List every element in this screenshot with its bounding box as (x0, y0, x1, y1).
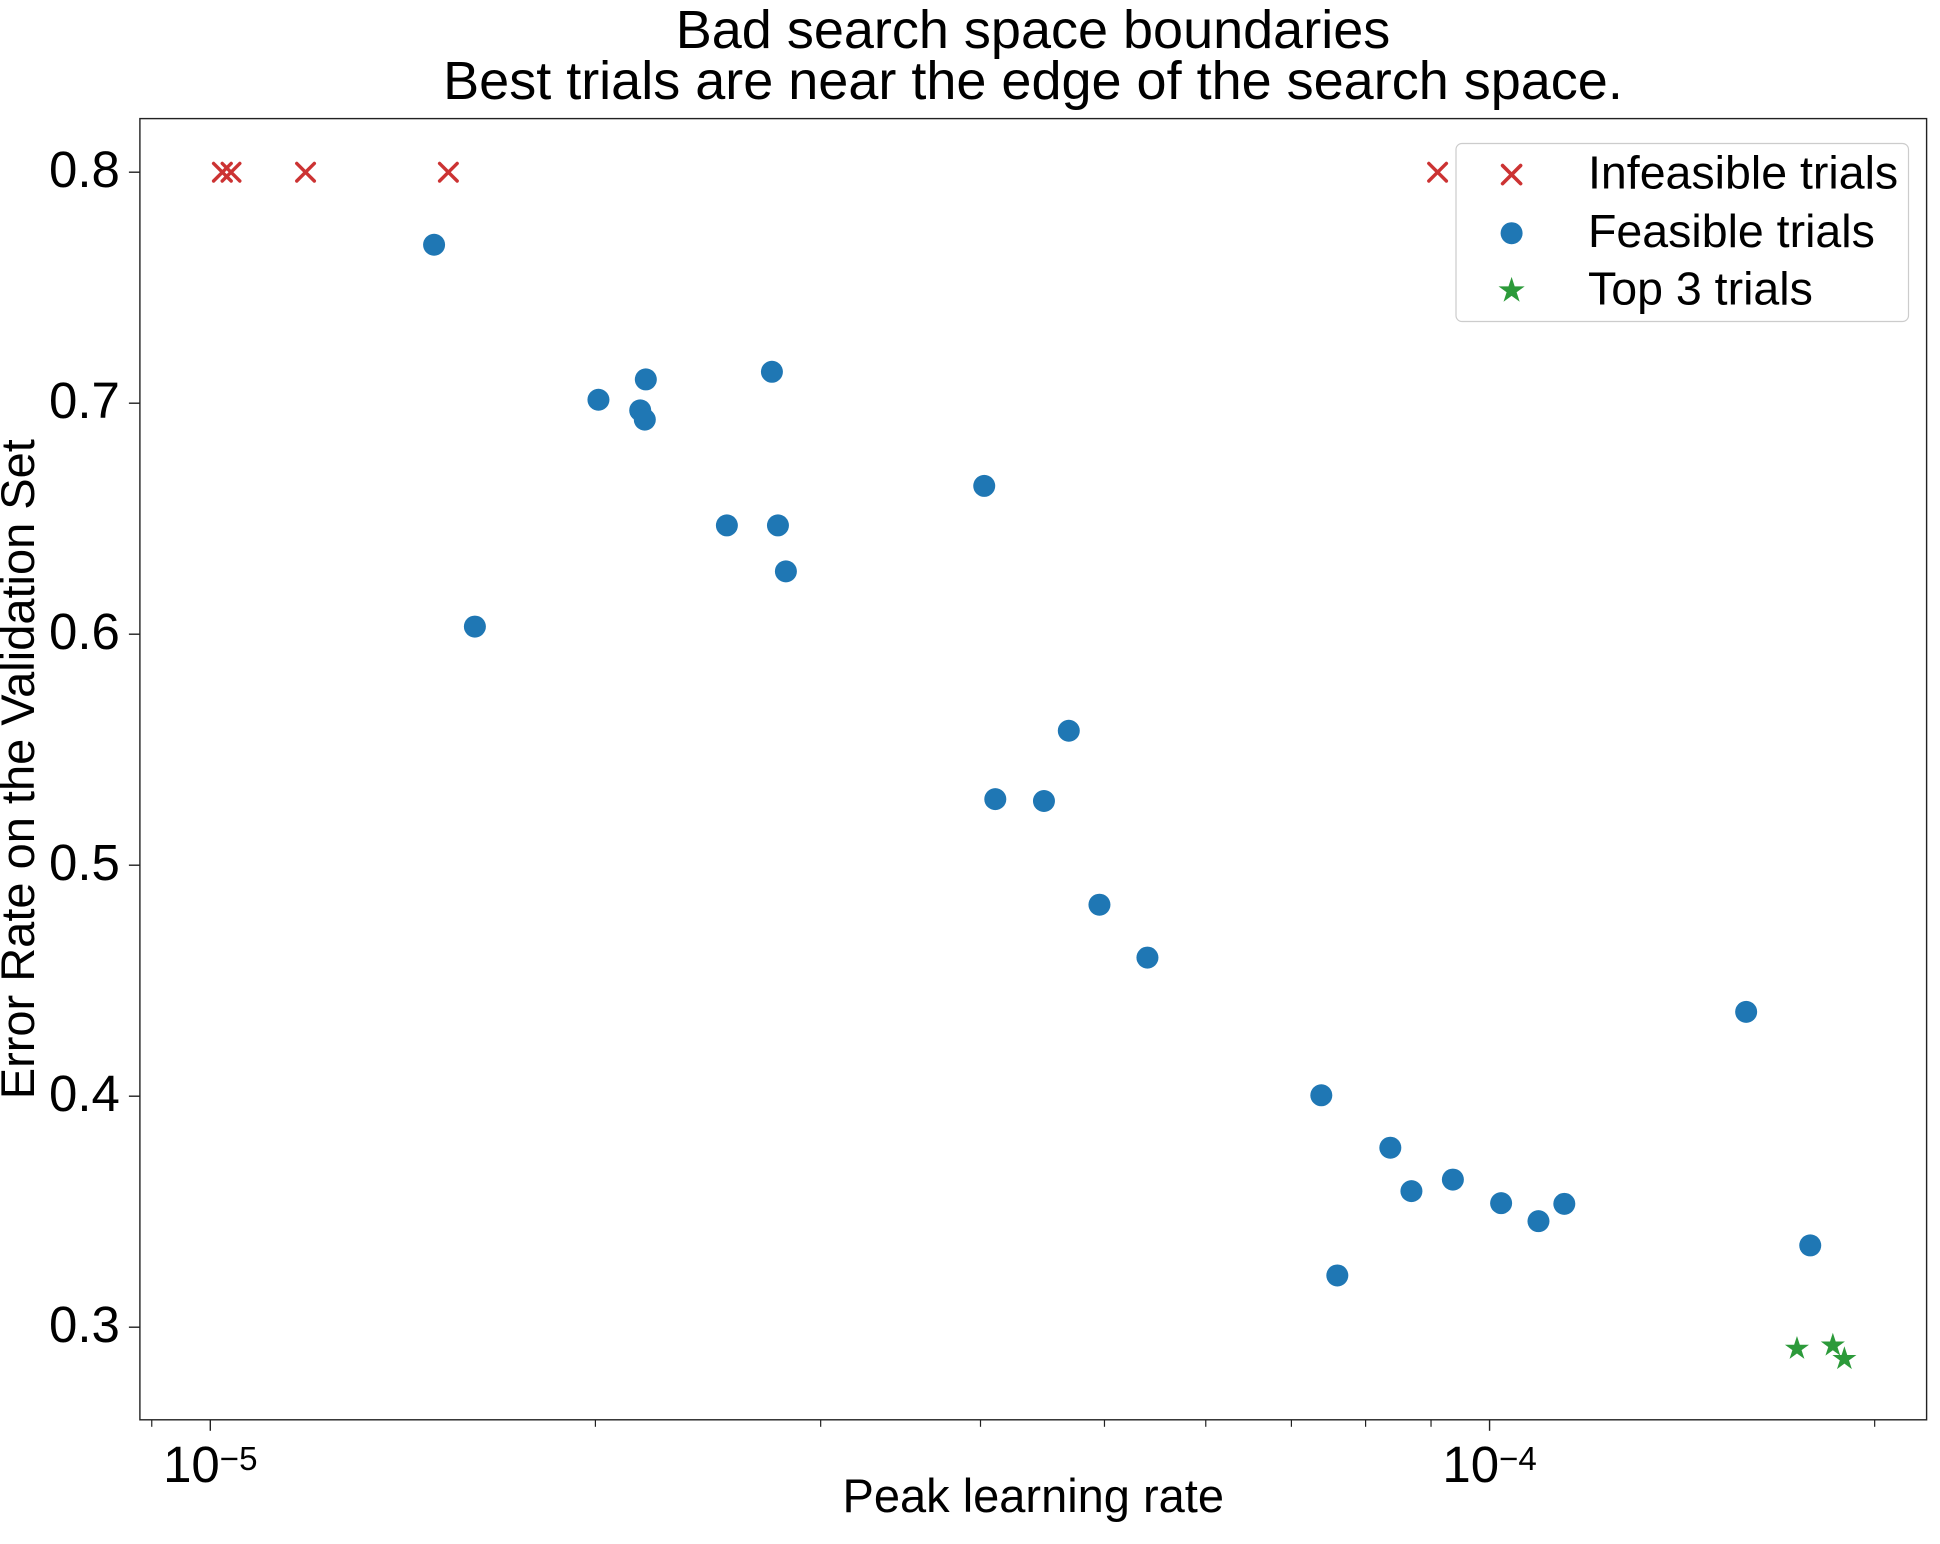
svg-text:0.6: 0.6 (49, 603, 120, 660)
svg-text:0.5: 0.5 (49, 834, 120, 891)
svg-text:0.4: 0.4 (49, 1065, 120, 1122)
svg-text:0.7: 0.7 (49, 372, 120, 429)
svg-text:Feasible trials: Feasible trials (1588, 205, 1875, 257)
svg-text:Error Rate on the Validation S: Error Rate on the Validation Set (0, 439, 44, 1099)
svg-text:0.8: 0.8 (49, 141, 120, 198)
svg-text:0.3: 0.3 (49, 1296, 120, 1353)
svg-text:Best trials are near the edge: Best trials are near the edge of the sea… (443, 51, 1623, 111)
svg-text:Top 3 trials: Top 3 trials (1588, 263, 1813, 315)
svg-text:Peak learning rate: Peak learning rate (843, 1469, 1224, 1522)
svg-text:Infeasible trials: Infeasible trials (1588, 147, 1898, 199)
